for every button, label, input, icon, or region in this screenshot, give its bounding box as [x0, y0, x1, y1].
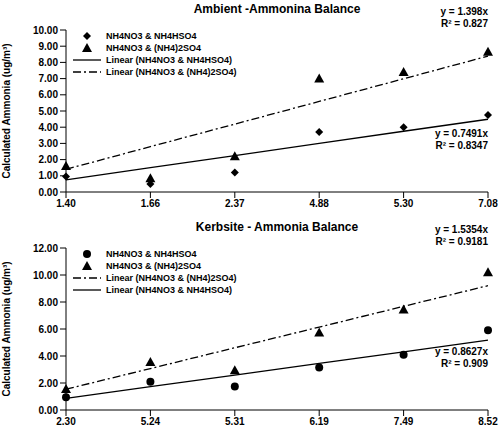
svg-text:10.00: 10.00 [33, 25, 58, 36]
svg-text:2.00: 2.00 [39, 378, 59, 389]
svg-text:0.00: 0.00 [39, 405, 59, 416]
html-text:y = 1.5354x: y = 1.5354x [434, 224, 488, 235]
svg-text:12.00: 12.00 [33, 243, 58, 254]
svg-text:Calculated Ammonia (ug/m³): Calculated Ammonia (ug/m³) [8, 43, 12, 178]
svg-text:8.52: 8.52 [478, 416, 492, 427]
svg-text:9.00: 9.00 [39, 41, 59, 52]
html-text:NH4NO3 & NH4HSO4: NH4NO3 & NH4HSO4 [106, 249, 197, 259]
svg-text:4.00: 4.00 [39, 351, 59, 362]
svg-text:5.00: 5.00 [39, 106, 59, 117]
html-text:R² = 0.9181: R² = 0.9181 [435, 236, 488, 247]
svg-text:5.24: 5.24 [141, 416, 161, 427]
svg-text:1.66: 1.66 [141, 198, 161, 209]
html-text:Linear (NH4NO3 & (NH4)2SO4): Linear (NH4NO3 & (NH4)2SO4) [106, 273, 237, 283]
svg-text:8.00: 8.00 [39, 57, 59, 68]
svg-text:10.00: 10.00 [33, 270, 58, 281]
html-text:y = 1.398x: y = 1.398x [440, 6, 488, 17]
html-text:R² = 0.827: R² = 0.827 [441, 18, 488, 29]
html-text:Linear (NH4NO3 & (NH4)2SO4): Linear (NH4NO3 & (NH4)2SO4) [106, 67, 237, 77]
svg-text:7.08: 7.08 [478, 198, 492, 209]
html-text:NH4NO3 & (NH4)2SO4: NH4NO3 & (NH4)2SO4 [106, 261, 201, 271]
html-text:Linear (NH4NO3 & NH4HSO4): Linear (NH4NO3 & NH4HSO4) [106, 285, 232, 295]
svg-text:Calculated Ammonia (ug/m³): Calculated Ammonia (ug/m³) [8, 261, 12, 396]
html-text:Kerbsite - Ammonia Balance: Kerbsite - Ammonia Balance [195, 220, 359, 234]
svg-text:7.00: 7.00 [39, 73, 59, 84]
svg-text:1.00: 1.00 [39, 170, 59, 181]
svg-text:5.30: 5.30 [394, 198, 414, 209]
html-text:y = 0.8627x: y = 0.8627x [434, 346, 488, 357]
svg-text:6.19: 6.19 [309, 416, 329, 427]
svg-text:4.88: 4.88 [309, 198, 329, 209]
html-text:NH4NO3 & NH4HSO4: NH4NO3 & NH4HSO4 [106, 31, 197, 41]
svg-text:4.00: 4.00 [39, 122, 59, 133]
html-text:NH4NO3 & (NH4)2SO4: NH4NO3 & (NH4)2SO4 [106, 43, 201, 53]
svg-text:0.00: 0.00 [39, 187, 59, 198]
svg-text:2.37: 2.37 [225, 198, 245, 209]
svg-text:3.00: 3.00 [39, 138, 59, 149]
html-text:Linear (NH4NO3 & NH4HSO4): Linear (NH4NO3 & NH4HSO4) [106, 55, 232, 65]
svg-text:7.49: 7.49 [394, 416, 414, 427]
svg-text:5.31: 5.31 [225, 416, 245, 427]
svg-text:6.00: 6.00 [39, 324, 59, 335]
html-text:Ambient -Ammonina Balance: Ambient -Ammonina Balance [193, 2, 361, 16]
svg-text:2.00: 2.00 [39, 154, 59, 165]
svg-text:2.30: 2.30 [56, 416, 76, 427]
html-text:R² = 0.8347: R² = 0.8347 [435, 140, 488, 151]
svg-text:8.00: 8.00 [39, 297, 59, 308]
html-text:y = 0.7491x: y = 0.7491x [434, 128, 488, 139]
svg-text:1.40: 1.40 [56, 198, 76, 209]
svg-text:6.00: 6.00 [39, 89, 59, 100]
html-text:R² = 0.909: R² = 0.909 [441, 358, 488, 369]
